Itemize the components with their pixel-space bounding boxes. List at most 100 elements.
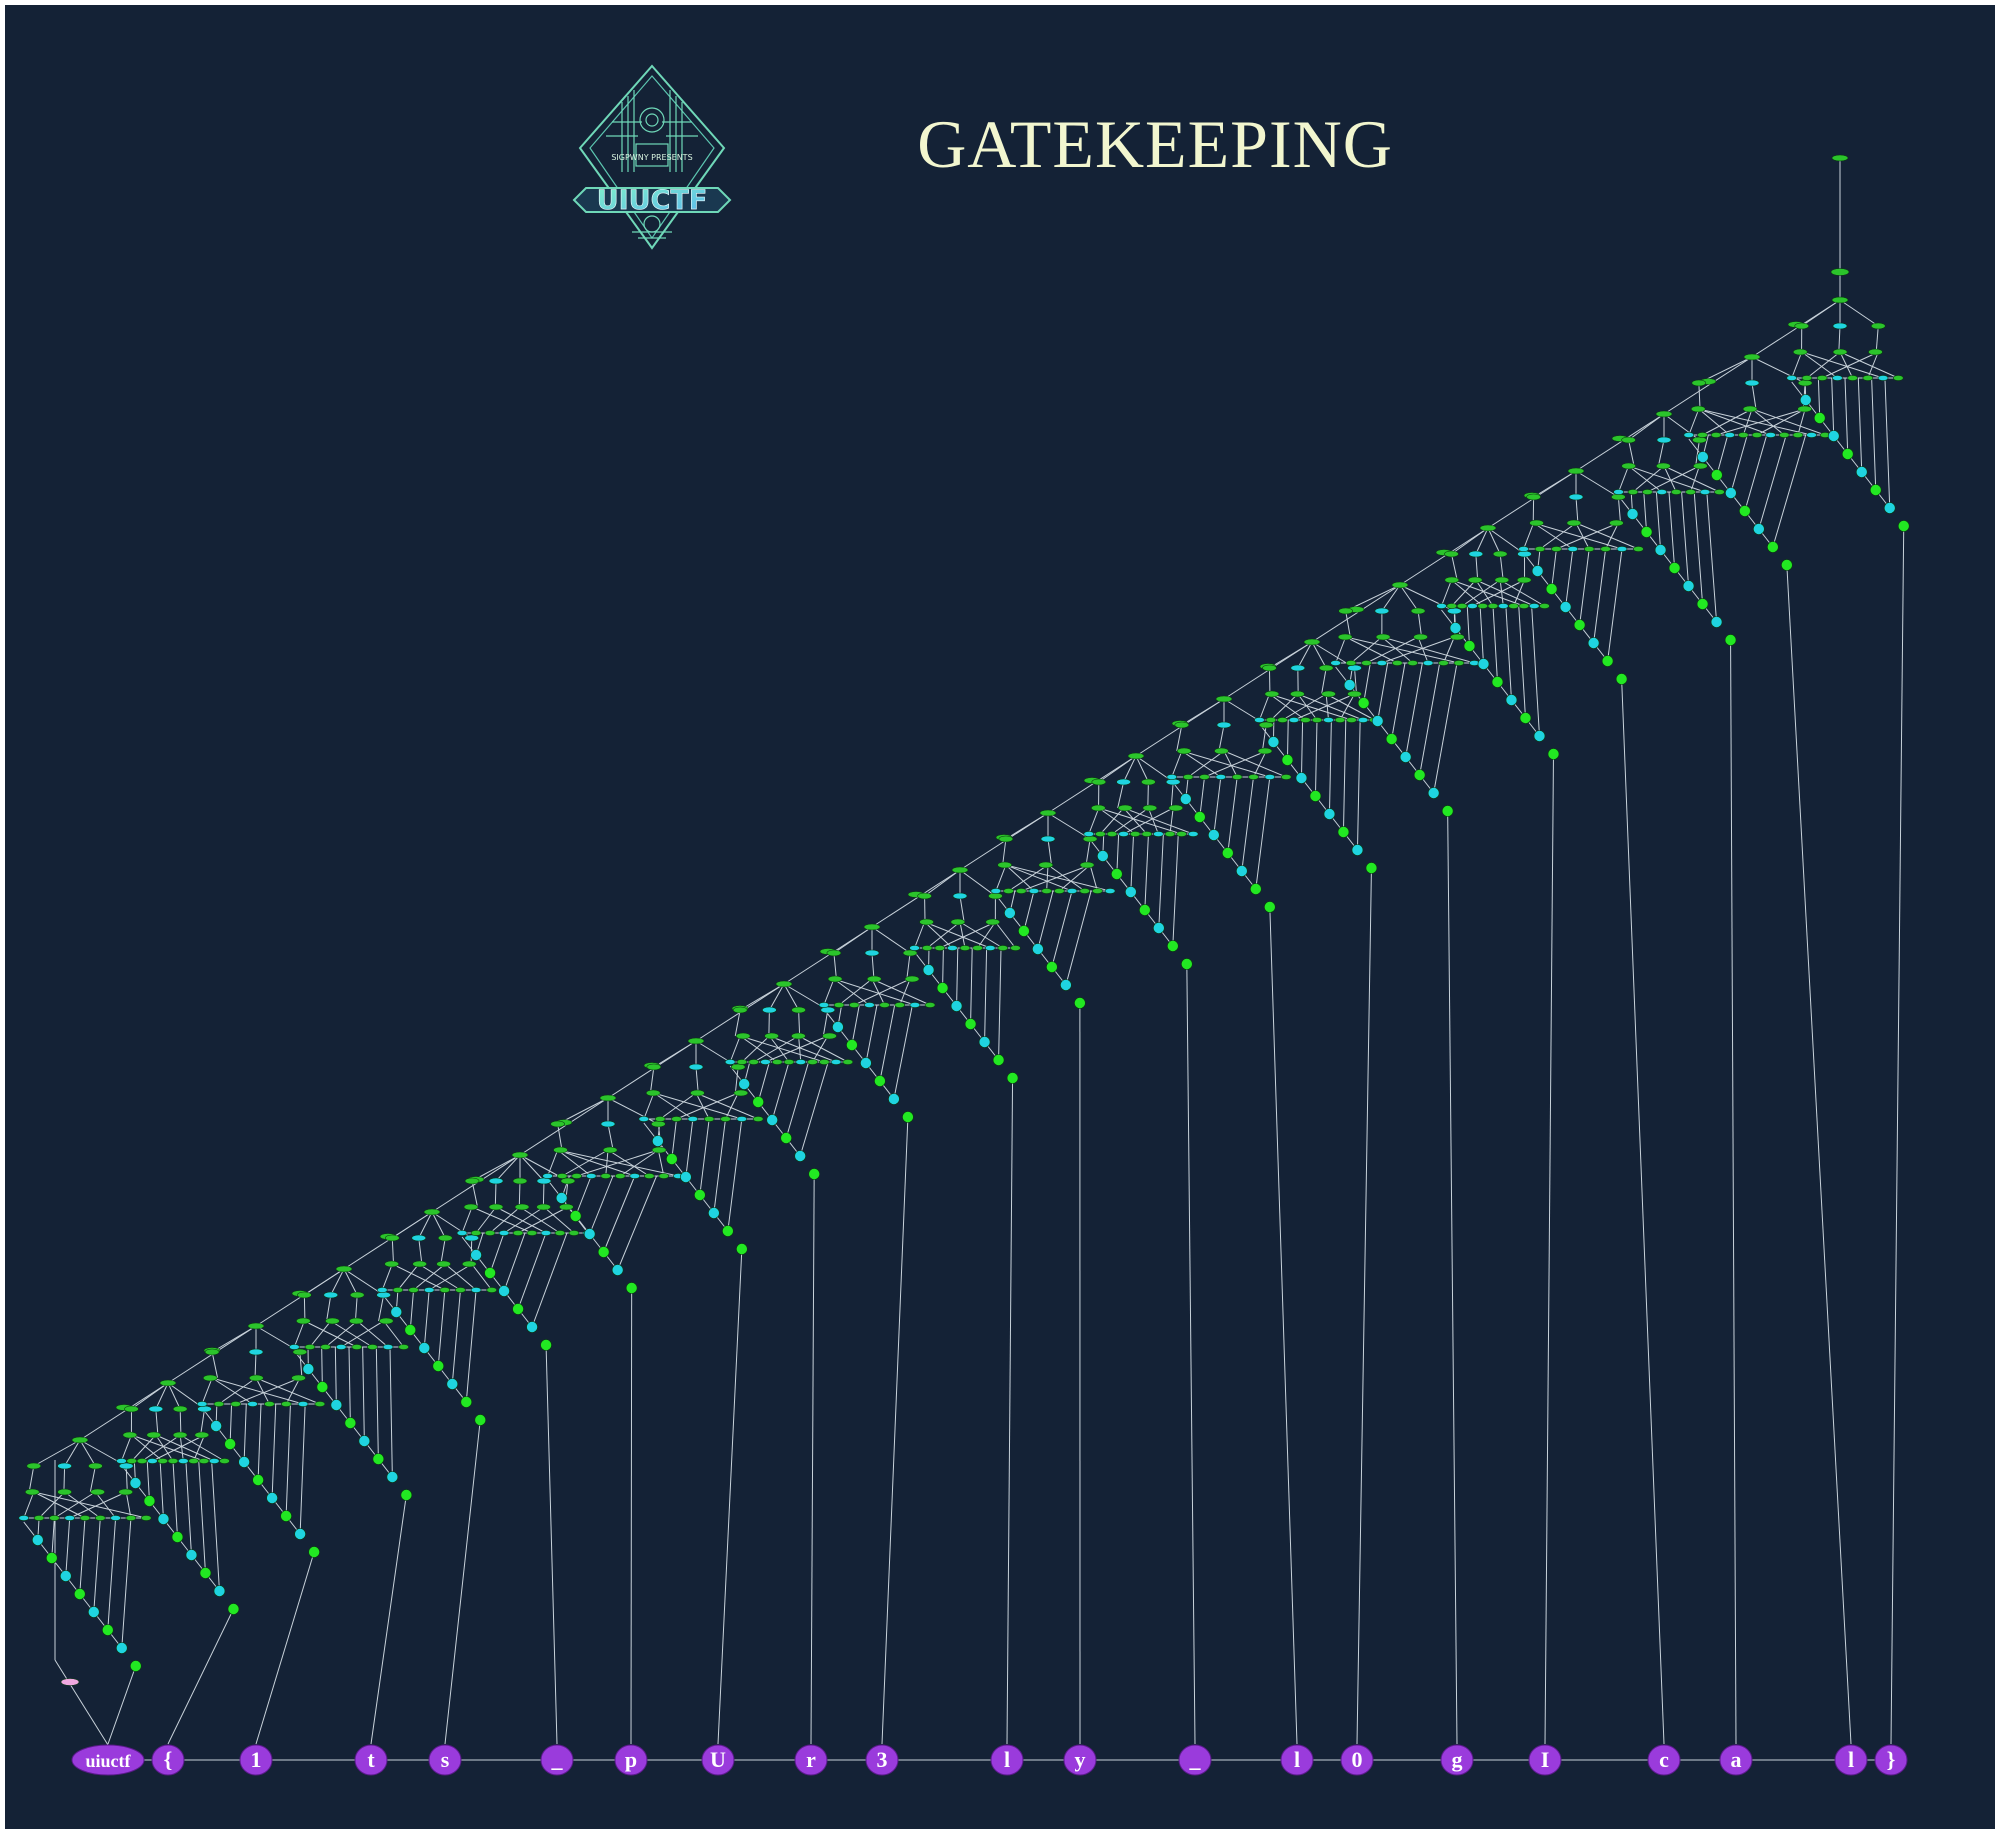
graph-edge — [619, 1149, 659, 1177]
graph-edge — [255, 1551, 315, 1745]
graph-edge — [33, 1439, 81, 1467]
bar-node — [264, 1401, 275, 1407]
bar-node — [1633, 546, 1644, 552]
branch-node — [437, 1234, 453, 1242]
graph-edge — [741, 1035, 770, 1063]
branch-node — [1611, 493, 1626, 501]
branch-node — [488, 1177, 504, 1185]
graph-edge — [798, 1035, 849, 1063]
chain-node — [252, 1474, 264, 1486]
graph-edge — [418, 1211, 433, 1239]
branch-node — [688, 1063, 704, 1071]
bar-node — [1095, 831, 1106, 837]
graph-edge — [1381, 636, 1414, 664]
graph-edge — [378, 1294, 385, 1322]
graph-edge — [1021, 864, 1091, 892]
graph-edge — [1575, 413, 1665, 472]
token-node: l — [1280, 1744, 1314, 1776]
graph-edge — [167, 1382, 181, 1410]
chain-node — [238, 1456, 250, 1468]
graph-edge — [1325, 693, 1330, 721]
branch-node — [1338, 607, 1353, 615]
graph-edge — [23, 1491, 35, 1519]
branch-node — [988, 892, 1003, 900]
graph-edge — [375, 1346, 379, 1460]
bar-node — [1153, 831, 1164, 837]
chain-node — [1167, 940, 1179, 952]
chain-node — [1194, 811, 1206, 823]
bar-node — [198, 1458, 210, 1464]
chain-node — [418, 1342, 431, 1354]
branch-node — [1264, 690, 1280, 698]
bar-node — [484, 1230, 496, 1236]
graph-edge — [1786, 564, 1852, 1745]
graph-edge — [1499, 579, 1545, 607]
graph-edge — [121, 1434, 132, 1462]
token-label: l — [1848, 1747, 1854, 1772]
bar-node — [1613, 489, 1624, 495]
chain-node — [922, 964, 935, 976]
graph-edge — [1286, 719, 1289, 761]
graph-edge — [155, 1382, 169, 1410]
chain-node — [874, 1075, 886, 1087]
graph-edge — [557, 1149, 592, 1177]
graph-edge — [155, 1408, 159, 1436]
chain-node — [860, 1057, 872, 1069]
graph-edge — [1756, 408, 1806, 436]
graph-edge — [1575, 470, 1619, 498]
chain-node — [1281, 754, 1294, 766]
graph-edge — [159, 1460, 164, 1520]
graph-edge — [1391, 662, 1406, 740]
branch-node — [1091, 804, 1106, 812]
graph-edge — [671, 1118, 678, 1160]
graph-edge — [695, 1092, 759, 1120]
chain-end-node — [1365, 862, 1378, 874]
graph-edge — [1565, 548, 1574, 608]
bar-node — [398, 1344, 409, 1350]
graph-edge — [1706, 491, 1718, 623]
bar-node — [110, 1515, 121, 1521]
branch-node — [1347, 664, 1362, 672]
graph-edge — [605, 1149, 609, 1177]
graph-edge — [768, 983, 785, 1011]
bar-node — [1176, 831, 1187, 837]
branch-node — [1374, 607, 1390, 615]
chain-node — [1813, 412, 1826, 424]
chain-node — [1725, 487, 1737, 499]
token-node: l — [990, 1744, 1024, 1776]
bar-node — [879, 1002, 890, 1008]
bar-node — [1407, 660, 1419, 666]
chain-node — [1739, 505, 1751, 517]
branch-node — [1744, 379, 1760, 387]
graph-edge — [1716, 434, 1729, 476]
graph-edge — [1227, 776, 1238, 854]
graph-edge — [309, 1320, 332, 1348]
graph-edge — [1663, 465, 1720, 493]
graph-edge — [1533, 522, 1623, 550]
graph-edge — [1742, 408, 1753, 436]
bar-node — [818, 1059, 830, 1065]
graph-edge — [1089, 864, 1098, 892]
bar-node — [934, 945, 946, 951]
graph-edge — [1875, 325, 1879, 353]
graph-edge — [155, 1434, 215, 1462]
branch-node — [1216, 721, 1232, 729]
graph-edge — [1518, 605, 1526, 719]
bar-node — [1264, 774, 1276, 780]
graph-edge — [1199, 776, 1205, 818]
graph-edge — [218, 1377, 257, 1405]
graph-edge — [1663, 356, 1753, 415]
branch-node — [411, 1234, 427, 1242]
graph-edge — [1270, 693, 1299, 721]
graph-edge — [1551, 548, 1557, 590]
bar-node — [526, 1230, 538, 1236]
bar-node — [1277, 717, 1288, 723]
branch-node — [323, 1291, 339, 1299]
bar-node — [1422, 660, 1434, 666]
graph-edge — [1241, 776, 1255, 872]
canvas-background — [5, 5, 1995, 1829]
bar-node — [833, 1002, 845, 1008]
graph-edge — [879, 1004, 896, 1082]
graph-edge — [1321, 667, 1327, 695]
graph-edge — [370, 1494, 407, 1745]
